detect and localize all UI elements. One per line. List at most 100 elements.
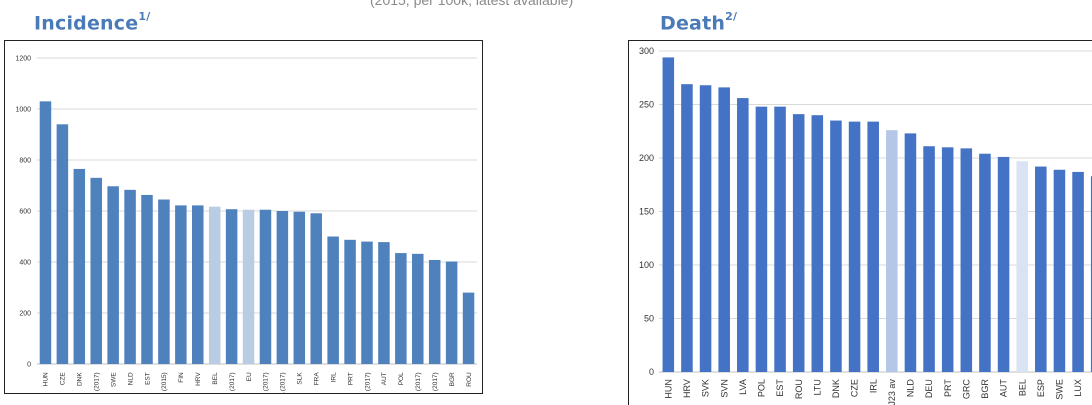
incidence-bar-eu <box>242 209 255 364</box>
incidence-bar-bel <box>208 206 221 364</box>
death-bar-hun <box>662 57 675 373</box>
death-y-tick-label: 100 <box>639 260 654 270</box>
incidence-x-tick-label: FIN <box>178 372 185 383</box>
death-bar-hrv <box>681 84 693 373</box>
incidence-chart: 0 200 400 600 800 1000 1200 HUN CZE DNK SLV (2017)… <box>15 55 477 393</box>
incidence-y-tick-label: 0 <box>27 361 31 368</box>
incidence-x-tick-label: LUX (2017) <box>432 372 439 393</box>
death-bar-rou <box>792 114 805 372</box>
death-x-tick-label: SVK <box>701 379 711 397</box>
incidence-x-tick-label: BGR <box>449 372 456 386</box>
death-bar-svk <box>699 85 712 373</box>
death-x-tick-label: NLD <box>906 379 916 398</box>
death-bar-pol <box>755 106 768 372</box>
death-chart-frame: 0 50 100 150 200 250 300 HUN HRV SVK SVN LVA POL EST R… <box>628 40 1092 405</box>
death-bar-dnk <box>830 120 842 372</box>
incidence-x-tick-label: PRT <box>347 372 354 385</box>
death-x-tick-label: SWE <box>1055 379 1065 400</box>
death-y-tick-label: 250 <box>639 100 654 110</box>
death-y-tick-label: 150 <box>639 207 654 217</box>
death-x-tick-label: SVN <box>719 379 729 398</box>
death-x-tick-label: AUT <box>999 379 1009 398</box>
incidence-x-tick-label: EST <box>144 372 151 385</box>
incidence-x-tick-label: HRV <box>195 372 202 386</box>
incidence-bar-fin <box>175 205 187 364</box>
death-bar-bel <box>1016 161 1028 372</box>
death-title-text: Death <box>660 12 726 35</box>
death-y-tick-label: 50 <box>644 314 654 324</box>
incidence-bar-cyp-2017- <box>412 253 424 364</box>
death-title: Death2/ <box>660 10 738 35</box>
incidence-bar-hun <box>39 101 52 364</box>
incidence-bar-mlt-2017- <box>361 241 373 364</box>
incidence-bar-slk <box>293 211 306 364</box>
incidence-bar-pol <box>395 253 407 364</box>
incidence-bar-ltv-2017- <box>259 209 272 364</box>
death-bar-nld <box>904 133 917 372</box>
incidence-x-tick-label: MLT (2017) <box>364 372 371 393</box>
incidence-bar-nld <box>124 189 136 364</box>
incidence-bar-aut <box>378 242 390 364</box>
incidence-bar-bgr <box>445 261 458 364</box>
incidence-x-tick-label: FRA <box>314 372 321 386</box>
death-bar-aut <box>997 156 1010 372</box>
death-bar-ltu <box>811 115 824 372</box>
incidence-x-tick-label: EU <box>246 372 253 381</box>
death-chart: 0 50 100 150 200 250 300 HUN HRV SVK SVN LVA POL EST R… <box>639 46 1092 405</box>
death-bar-prt <box>941 147 954 372</box>
incidence-x-tick-label: CYP (2017) <box>415 372 422 393</box>
incidence-bar-cze <box>56 124 69 364</box>
incidence-bar-hrv <box>192 205 204 364</box>
death-bar-irl <box>867 121 879 373</box>
incidence-x-tick-label: SLK <box>297 372 304 385</box>
death-x-tick-label: HUN <box>663 379 673 399</box>
death-x-tick-label: POL <box>757 379 767 397</box>
incidence-bar-deu-2017- <box>225 209 238 364</box>
incidence-bar-rou <box>462 292 475 364</box>
incidence-y-tick-label: 600 <box>19 208 31 215</box>
incidence-bar-swe <box>107 186 119 364</box>
death-x-tick-label: LVA <box>738 379 748 395</box>
death-x-tick-label: BEL <box>1017 379 1027 396</box>
incidence-x-tick-label: DEU (2017) <box>229 372 236 393</box>
death-x-tick-label: BGR <box>980 379 990 399</box>
incidence-chart-frame: 0 200 400 600 800 1000 1200 HUN CZE DNK SLV (2017)… <box>4 40 483 394</box>
death-x-tick-label: PRT <box>943 379 953 397</box>
death-x-tick-label: LUX <box>1073 379 1083 397</box>
death-bar-svn <box>718 87 730 372</box>
death-bar-est <box>774 106 786 372</box>
incidence-x-tick-label: NLD <box>127 372 134 385</box>
death-bar-grc <box>960 148 973 372</box>
death-x-tick-label: HRV <box>682 379 692 398</box>
incidence-bar-slv-2017- <box>90 177 102 364</box>
incidence-x-tick-label: CZE <box>60 372 67 386</box>
incidence-x-tick-label: LTV (2017) <box>263 372 270 393</box>
incidence-x-tick-label: ITA (2017) <box>280 372 287 393</box>
incidence-bar-fra <box>310 213 322 364</box>
death-x-tick-label: GRC <box>961 379 971 400</box>
incidence-bar-lux-2017- <box>428 259 441 364</box>
death-title-footnote: 2/ <box>725 10 738 23</box>
incidence-x-tick-label: POL <box>398 372 405 385</box>
incidence-x-tick-label: SWE <box>110 372 117 387</box>
incidence-bar-ita-2017- <box>276 211 289 364</box>
death-bar-esp <box>1035 166 1047 372</box>
death-x-tick-label: J23 av <box>887 379 897 405</box>
death-y-tick-label: 300 <box>639 46 654 56</box>
incidence-bar-prt <box>344 239 356 364</box>
incidence-title-footnote: 1/ <box>138 10 151 23</box>
death-y-tick-label: 200 <box>639 153 654 163</box>
death-x-tick-label: CZE <box>850 379 860 397</box>
incidence-title-text: Incidence <box>34 12 139 35</box>
incidence-x-tick-label: BEL <box>212 372 219 385</box>
incidence-y-tick-label: 400 <box>19 259 31 266</box>
death-bar-lux <box>1072 171 1084 372</box>
incidence-bar-irl <box>327 236 339 364</box>
death-x-tick-label: DNK <box>831 379 841 398</box>
death-x-tick-label: ESP <box>1036 379 1046 397</box>
incidence-y-tick-label: 1000 <box>15 106 31 113</box>
incidence-x-tick-label: DNK <box>77 372 84 386</box>
incidence-bar-dnk <box>73 168 86 364</box>
incidence-y-tick-label: 800 <box>19 157 31 164</box>
death-bar-deu <box>923 146 935 372</box>
